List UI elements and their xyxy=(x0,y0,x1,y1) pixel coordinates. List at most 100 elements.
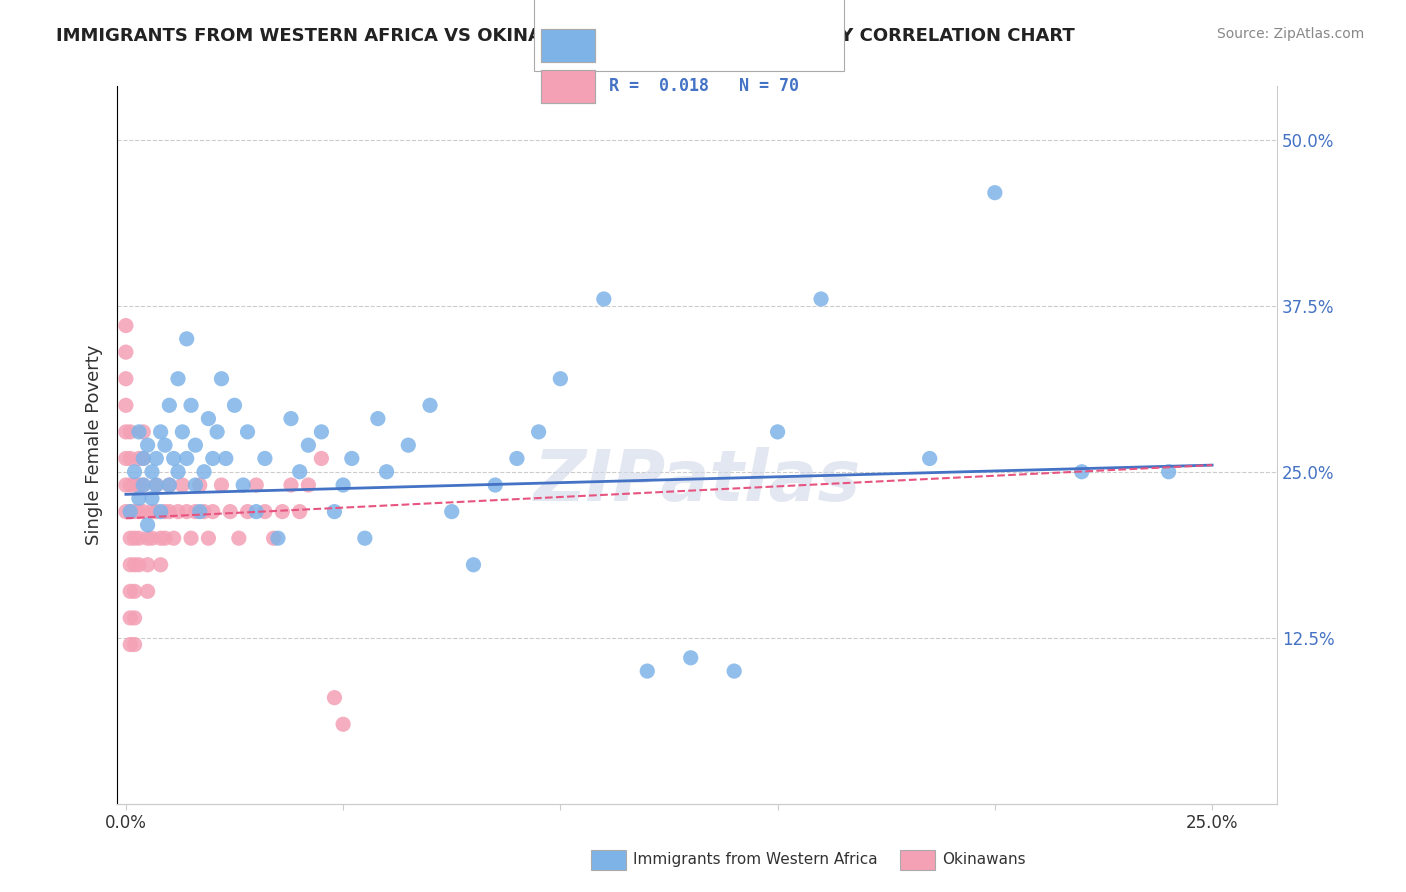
Point xyxy=(332,478,354,492)
Point xyxy=(232,478,254,492)
Point xyxy=(124,558,146,572)
Point xyxy=(120,531,142,545)
Point xyxy=(115,372,138,386)
Point xyxy=(245,478,267,492)
Point xyxy=(527,425,550,439)
Point xyxy=(332,717,354,731)
Point xyxy=(1070,465,1092,479)
Point xyxy=(124,611,146,625)
Point xyxy=(176,505,198,519)
Point xyxy=(157,478,180,492)
Point xyxy=(167,505,190,519)
Point xyxy=(419,398,441,412)
Point xyxy=(636,664,658,678)
Point xyxy=(193,465,215,479)
Point xyxy=(267,531,290,545)
Point xyxy=(172,425,194,439)
Point xyxy=(153,505,176,519)
Point xyxy=(136,531,159,545)
Point xyxy=(396,438,419,452)
Point xyxy=(219,505,242,519)
Y-axis label: Single Female Poverty: Single Female Poverty xyxy=(86,345,103,545)
Point xyxy=(180,398,202,412)
Point xyxy=(280,478,302,492)
Point xyxy=(167,372,190,386)
Point xyxy=(157,478,180,492)
Point xyxy=(124,638,146,652)
Point xyxy=(141,465,163,479)
Point xyxy=(132,451,155,466)
Point xyxy=(132,505,155,519)
Point xyxy=(141,531,163,545)
Point xyxy=(157,505,180,519)
Point xyxy=(141,505,163,519)
Point xyxy=(145,478,167,492)
Point xyxy=(297,478,319,492)
Point xyxy=(297,438,319,452)
Point xyxy=(124,584,146,599)
Text: ZIPatlas: ZIPatlas xyxy=(533,447,860,516)
Point xyxy=(128,491,150,506)
Text: R =  0.018   N = 70: R = 0.018 N = 70 xyxy=(609,77,799,95)
Point xyxy=(115,505,138,519)
Point xyxy=(149,505,172,519)
Point xyxy=(253,505,276,519)
Point xyxy=(145,478,167,492)
Point xyxy=(136,558,159,572)
Point xyxy=(245,505,267,519)
Point xyxy=(188,505,211,519)
Text: IMMIGRANTS FROM WESTERN AFRICA VS OKINAWAN SINGLE FEMALE POVERTY CORRELATION CHA: IMMIGRANTS FROM WESTERN AFRICA VS OKINAW… xyxy=(56,27,1076,45)
Point xyxy=(136,517,159,532)
Point xyxy=(193,505,215,519)
Point xyxy=(236,505,259,519)
Point xyxy=(197,411,219,425)
Point xyxy=(136,438,159,452)
Point xyxy=(506,451,529,466)
Point xyxy=(120,558,142,572)
Point xyxy=(211,372,233,386)
Point xyxy=(163,531,186,545)
Point xyxy=(484,478,506,492)
Point xyxy=(145,505,167,519)
Point xyxy=(201,451,224,466)
Point xyxy=(201,505,224,519)
Point xyxy=(136,584,159,599)
Point xyxy=(115,398,138,412)
Point xyxy=(124,505,146,519)
Point xyxy=(323,690,346,705)
Point xyxy=(115,345,138,359)
Point xyxy=(592,292,614,306)
Point xyxy=(128,558,150,572)
Point xyxy=(184,438,207,452)
Point xyxy=(679,650,702,665)
Text: Immigrants from Western Africa: Immigrants from Western Africa xyxy=(633,853,877,867)
Point xyxy=(149,531,172,545)
Point xyxy=(918,451,941,466)
Point xyxy=(128,531,150,545)
Point xyxy=(120,505,142,519)
Point xyxy=(184,505,207,519)
Point xyxy=(375,465,398,479)
Point xyxy=(367,411,389,425)
Point xyxy=(184,478,207,492)
Point xyxy=(228,531,250,545)
Point xyxy=(141,491,163,506)
Point xyxy=(115,318,138,333)
Point xyxy=(128,451,150,466)
Point xyxy=(124,465,146,479)
Point xyxy=(723,664,745,678)
Point xyxy=(311,425,333,439)
Point xyxy=(205,425,228,439)
Point xyxy=(128,505,150,519)
Point xyxy=(188,478,211,492)
Point xyxy=(176,451,198,466)
Point xyxy=(128,478,150,492)
Point xyxy=(253,451,276,466)
Point xyxy=(215,451,238,466)
Point xyxy=(340,451,363,466)
Point xyxy=(311,451,333,466)
Point xyxy=(766,425,789,439)
Point xyxy=(163,451,186,466)
Point xyxy=(984,186,1007,200)
Point xyxy=(132,425,155,439)
